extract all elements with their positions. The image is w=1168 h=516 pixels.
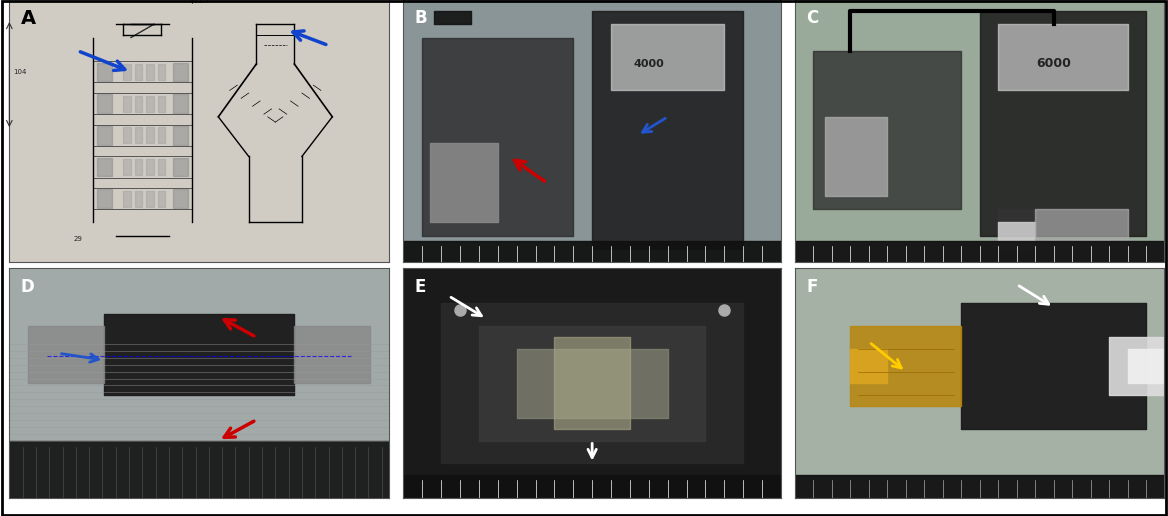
Text: C: C [806,8,819,26]
Text: F: F [806,278,818,296]
Text: B: B [415,8,427,26]
Text: φ21.7: φ21.7 [189,0,209,4]
Text: 6000: 6000 [1036,57,1071,71]
Text: 4000: 4000 [633,59,665,69]
Text: 104: 104 [13,69,27,75]
Text: A: A [21,8,36,27]
Text: E: E [415,278,426,296]
Text: D: D [21,278,35,296]
Text: 29: 29 [74,236,82,242]
